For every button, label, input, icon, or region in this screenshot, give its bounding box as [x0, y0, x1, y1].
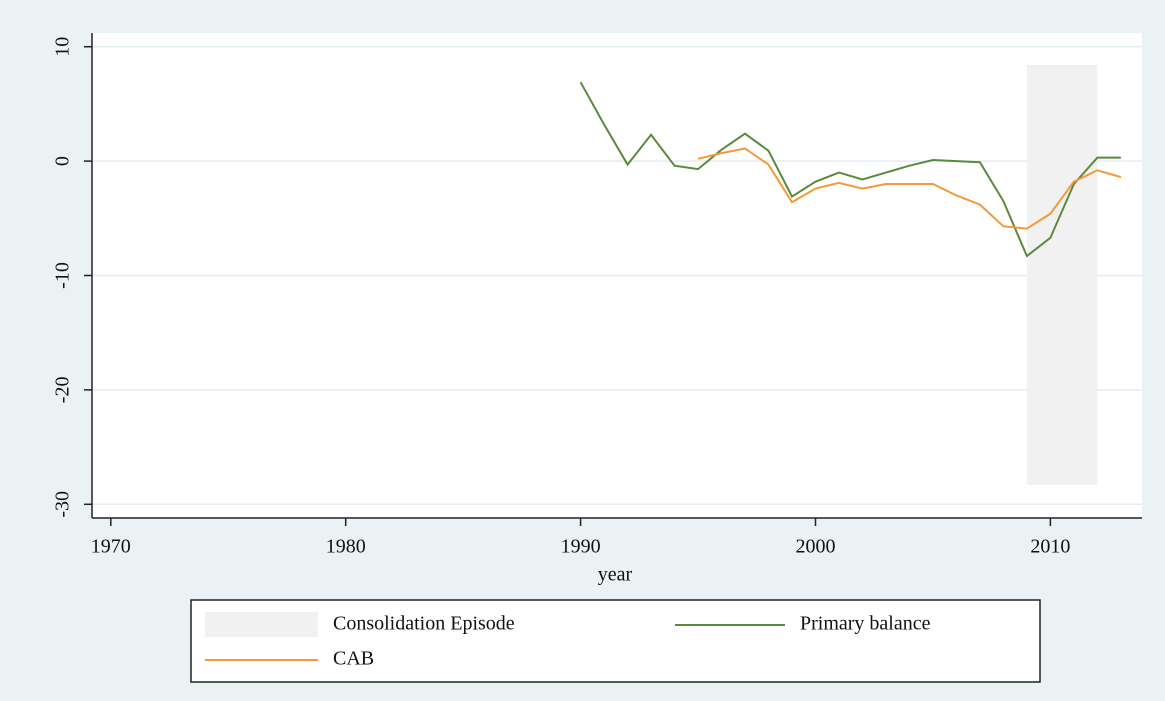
- x-tick-label: 1990: [561, 536, 601, 558]
- line-series: [697, 147, 1122, 230]
- y-tick-label: -20: [52, 377, 74, 404]
- y-tick-label: 0: [52, 156, 74, 166]
- legend-label: CAB: [333, 648, 374, 670]
- legend-label: Primary balance: [800, 613, 931, 635]
- x-tick-label: 1980: [326, 536, 366, 558]
- shade-band: [1026, 65, 1098, 485]
- x-tick-label: 2010: [1030, 536, 1070, 558]
- y-tick-label: -10: [52, 262, 74, 289]
- x-tick-label: 1970: [91, 536, 131, 558]
- y-tick-label: 10: [52, 37, 74, 57]
- y-tick-label: -30: [52, 491, 74, 518]
- line-series: [579, 81, 1121, 258]
- x-tick-label: 2000: [795, 536, 835, 558]
- legend-swatch: [205, 612, 318, 637]
- x-axis-label: year: [598, 564, 633, 586]
- legend-label: Consolidation Episode: [333, 613, 515, 635]
- legend: [190, 599, 1041, 683]
